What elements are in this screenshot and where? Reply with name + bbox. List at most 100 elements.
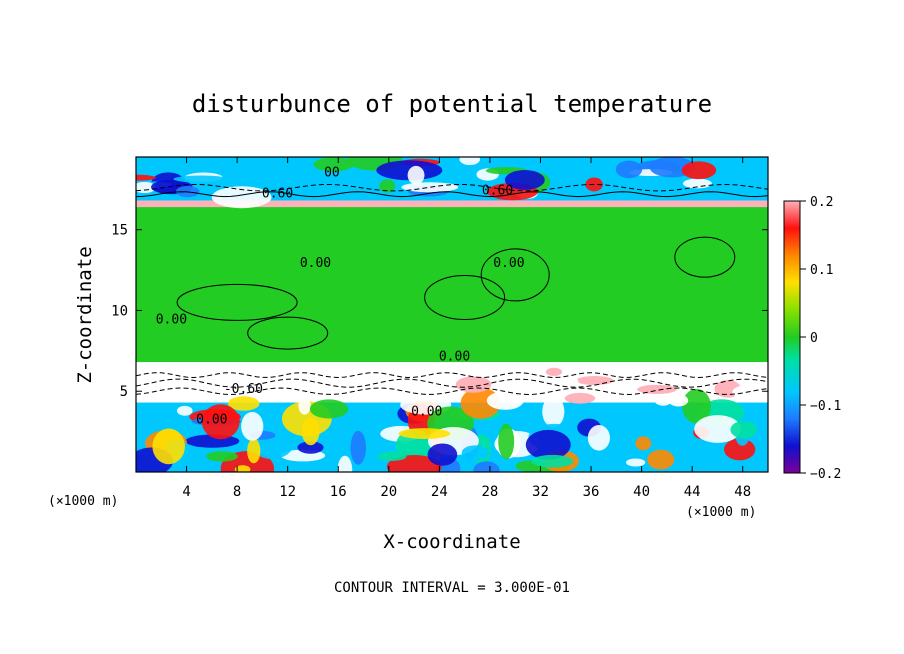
contour-line xyxy=(136,191,768,198)
contour-label: 0.60 xyxy=(262,187,293,202)
contour-label: 0.60 xyxy=(482,183,513,198)
contour-line xyxy=(136,183,768,192)
field-patch xyxy=(587,425,610,451)
field-patch xyxy=(682,388,711,424)
field-patch xyxy=(730,420,758,439)
contour-label: 00 xyxy=(324,166,340,181)
x-axis-label: X-coordinate xyxy=(383,531,520,553)
field-patch xyxy=(626,458,646,467)
field-patch xyxy=(724,438,756,461)
field-patch xyxy=(732,384,768,401)
contour-line xyxy=(136,372,768,379)
y-tick-label: 15 xyxy=(111,223,128,239)
field-patch xyxy=(668,394,689,407)
contour-line xyxy=(480,248,550,302)
field-patch xyxy=(241,411,264,441)
x-tick-label: 8 xyxy=(233,484,241,500)
contour-interval-note: CONTOUR INTERVAL = 3.000E-01 xyxy=(334,580,570,596)
y-axis: 5 10 15 xyxy=(111,223,768,400)
x-tick-label: 44 xyxy=(684,484,701,500)
x-tick-label: 24 xyxy=(431,484,448,500)
contour-line xyxy=(136,387,768,396)
chart-title: disturbunce of potential temperature xyxy=(192,90,712,118)
field-band-3 xyxy=(136,362,768,369)
field-band-1 xyxy=(136,200,768,208)
field-patch xyxy=(313,157,354,172)
contour-label: 0.00 xyxy=(493,256,524,271)
field-patch xyxy=(176,405,193,416)
field-patch xyxy=(473,461,500,472)
field-patch xyxy=(201,404,240,440)
field-patch xyxy=(564,392,596,404)
contour-labels: 0.60 0.60 0.00 0.00 0.00 0.00 -0.60 0.00 0.00 00 xyxy=(156,166,525,428)
field-patch xyxy=(461,445,489,460)
colorbar-tick-label: 0 xyxy=(810,331,818,346)
contour-lines xyxy=(136,183,768,396)
field-patch xyxy=(398,428,451,440)
field-patch xyxy=(401,182,459,193)
field-patch xyxy=(455,376,492,393)
field-patch xyxy=(525,429,571,460)
field-patch xyxy=(694,415,741,443)
x-tick-label: 16 xyxy=(330,484,347,500)
field-patch xyxy=(337,455,353,472)
colorbar-tick-label: 0.1 xyxy=(810,263,833,278)
colorbar-tick-label: 0.2 xyxy=(810,195,833,210)
plot-frame xyxy=(135,156,769,473)
x-tick-label: 12 xyxy=(279,484,296,500)
field-patch xyxy=(459,157,481,166)
x-tick-label: 20 xyxy=(380,484,397,500)
field-patch xyxy=(615,160,643,179)
field-patch xyxy=(449,366,483,378)
colorbar-tick-label: −0.1 xyxy=(810,399,841,414)
field-patch xyxy=(542,395,565,428)
y-axis-label: Z-coordinate xyxy=(74,246,96,383)
colorbar xyxy=(783,200,801,474)
field-patch xyxy=(211,186,272,209)
contour-label: 0.00 xyxy=(300,256,331,271)
x-axis: 4 8 12 16 20 24 28 32 36 40 44 48 xyxy=(182,157,751,500)
contour-label: -0.60 xyxy=(224,382,263,397)
field-patch xyxy=(247,438,261,464)
field-patch xyxy=(297,441,324,454)
x-tick-label: 40 xyxy=(633,484,650,500)
x-tick-label: 28 xyxy=(481,484,498,500)
field-patch xyxy=(301,417,320,446)
field-patch xyxy=(136,174,157,181)
field-patch xyxy=(350,430,367,465)
field-patch xyxy=(377,452,407,461)
field-patch xyxy=(681,161,717,180)
contour-line xyxy=(176,283,298,321)
field-patch xyxy=(637,384,677,394)
field-patch xyxy=(379,179,396,193)
contour-label: 0.00 xyxy=(411,405,442,420)
field-patch xyxy=(486,391,524,410)
x-tick-label: 48 xyxy=(734,484,751,500)
field-patch xyxy=(532,380,551,395)
field-patch xyxy=(152,428,185,465)
colorbar-tick-label: −0.2 xyxy=(810,467,841,482)
field-patch xyxy=(266,171,313,182)
field-patch xyxy=(635,436,652,451)
field-patch xyxy=(298,396,311,415)
field-patch xyxy=(736,372,768,384)
contour-label: 0.00 xyxy=(156,313,187,328)
field-patch xyxy=(227,396,260,411)
x-tick-label: 4 xyxy=(182,484,190,500)
contour-label: 0.00 xyxy=(439,350,470,365)
field-patch xyxy=(498,423,515,460)
field-patch xyxy=(545,367,563,377)
contour-line xyxy=(424,275,506,321)
field-patches xyxy=(136,157,768,472)
field-patch xyxy=(427,443,458,466)
plot-area xyxy=(136,157,768,472)
field-patch xyxy=(576,376,614,386)
colorbar-ticks: 0.2 0.1 0 −0.1 −0.2 xyxy=(800,195,841,482)
field-patch xyxy=(526,365,549,382)
field-patch xyxy=(309,399,349,419)
field-patch xyxy=(234,465,251,472)
contour-label: 0.00 xyxy=(196,413,227,428)
contour-line xyxy=(674,236,736,278)
field-patch xyxy=(647,449,675,470)
